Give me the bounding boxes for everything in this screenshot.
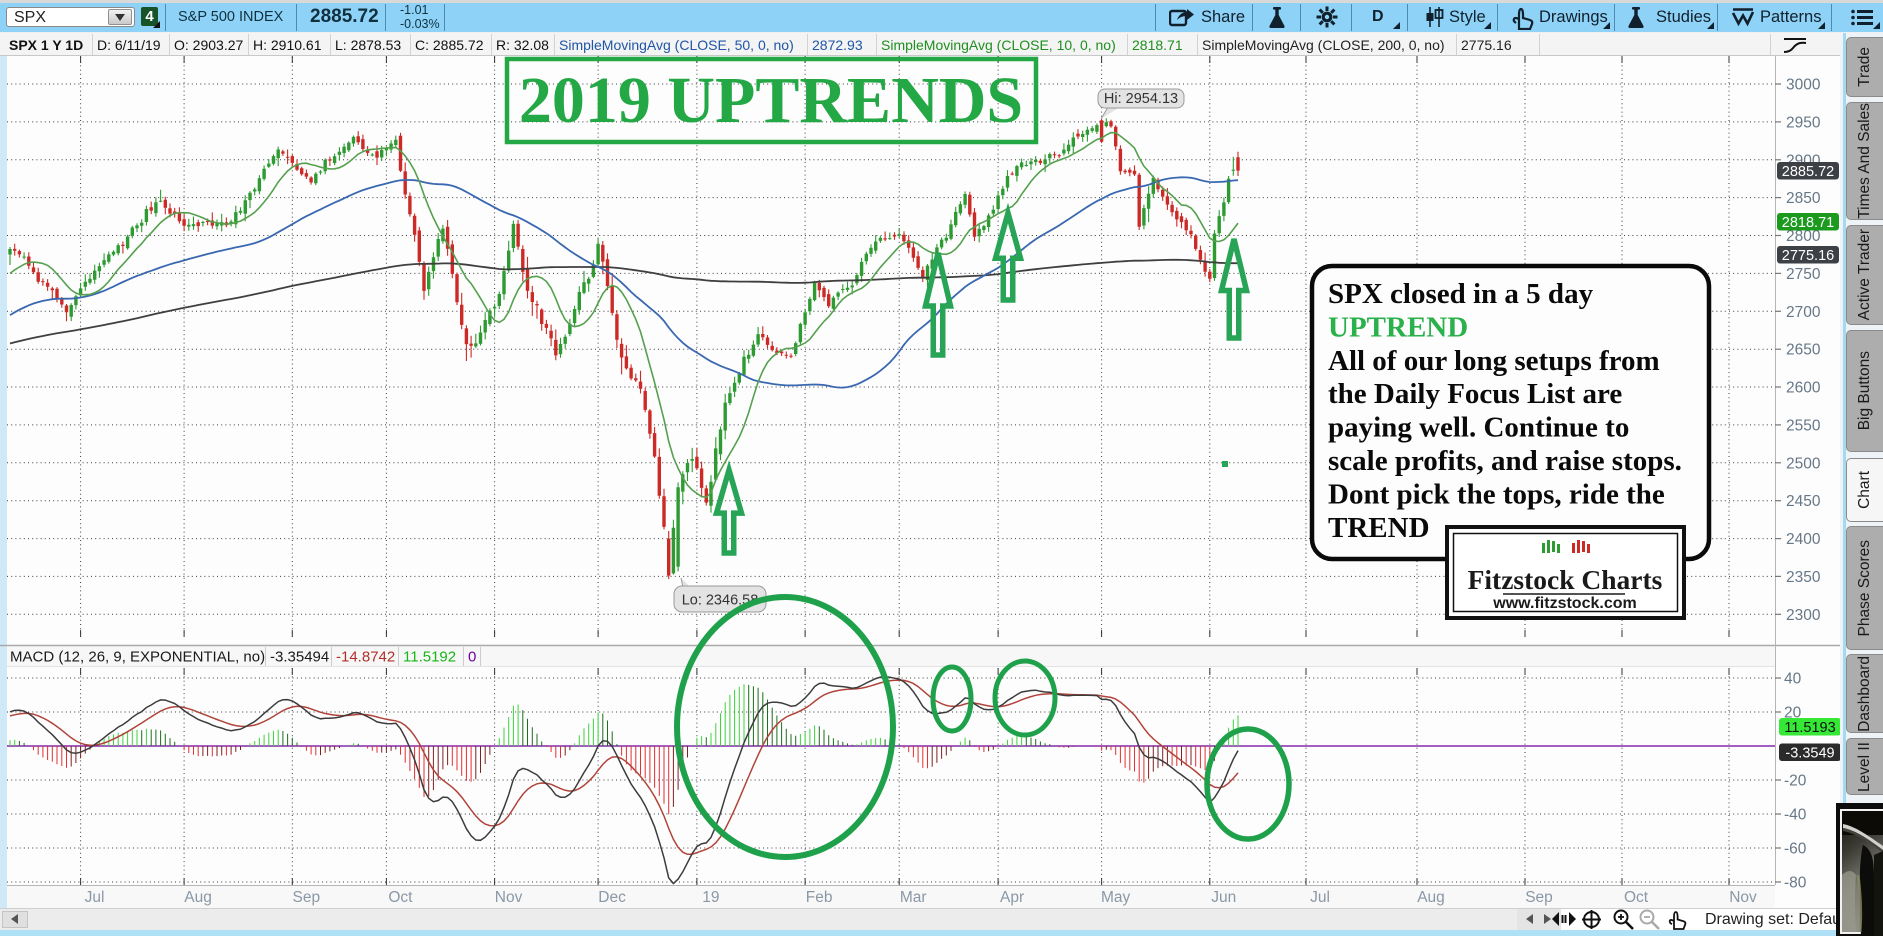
svg-text:2800: 2800 [1786, 228, 1821, 245]
svg-text:paying well. Continue to: paying well. Continue to [1328, 412, 1629, 444]
svg-text:2950: 2950 [1786, 114, 1821, 131]
svg-text:2500: 2500 [1786, 455, 1821, 472]
svg-text:2300: 2300 [1786, 607, 1821, 624]
svg-text:2600: 2600 [1786, 380, 1821, 397]
svg-text:Aug: Aug [184, 889, 212, 906]
svg-text:Nov: Nov [495, 889, 523, 906]
svg-text:SPX closed in a 5 day: SPX closed in a 5 day [1328, 278, 1594, 310]
svg-text:2885.72: 2885.72 [1782, 164, 1834, 180]
svg-text:scale profits, and raise stops: scale profits, and raise stops. [1328, 445, 1682, 477]
svg-text:UPTREND: UPTREND [1328, 311, 1468, 343]
svg-text:2650: 2650 [1786, 342, 1821, 359]
svg-text:Apr: Apr [1000, 889, 1024, 906]
svg-text:-3.3549: -3.3549 [1785, 745, 1834, 761]
svg-text:2750: 2750 [1786, 266, 1821, 283]
svg-text:www.fitzstock.com: www.fitzstock.com [1492, 595, 1636, 612]
svg-text:0: 0 [468, 649, 476, 666]
svg-text:-40: -40 [1784, 807, 1807, 824]
svg-text:2350: 2350 [1786, 569, 1821, 586]
svg-text:2450: 2450 [1786, 493, 1821, 510]
svg-text:-20: -20 [1784, 773, 1807, 790]
svg-text:11.5193: 11.5193 [1784, 720, 1835, 736]
svg-text:Feb: Feb [806, 889, 833, 906]
svg-text:2850: 2850 [1786, 190, 1821, 207]
svg-text:2700: 2700 [1786, 304, 1821, 321]
svg-text:MACD (12, 26, 9, EXPONENTIAL,: MACD (12, 26, 9, EXPONENTIAL, no) [10, 649, 265, 666]
svg-text:Fitzstock Charts: Fitzstock Charts [1468, 564, 1663, 595]
svg-text:2550: 2550 [1786, 417, 1821, 434]
svg-text:the Daily Focus List are: the Daily Focus List are [1328, 378, 1622, 410]
svg-text:Dec: Dec [598, 889, 626, 906]
svg-text:May: May [1101, 889, 1131, 906]
svg-text:3000: 3000 [1786, 77, 1821, 94]
svg-text:2818.71: 2818.71 [1782, 215, 1834, 231]
svg-text:Jun: Jun [1211, 889, 1236, 906]
svg-text:-3.35494: -3.35494 [270, 649, 329, 666]
svg-text:TREND: TREND [1328, 512, 1430, 544]
svg-text:Hi: 2954.13: Hi: 2954.13 [1104, 91, 1178, 107]
svg-text:11.5192: 11.5192 [403, 649, 456, 666]
svg-text:Mar: Mar [900, 889, 927, 906]
svg-text:19: 19 [702, 889, 719, 906]
svg-text:2019 UPTRENDS: 2019 UPTRENDS [519, 64, 1023, 137]
svg-text:Sep: Sep [1525, 889, 1553, 906]
svg-text:40: 40 [1784, 671, 1802, 688]
svg-text:-80: -80 [1784, 875, 1807, 892]
svg-text:2775.16: 2775.16 [1782, 248, 1834, 264]
svg-text:All of our long setups from: All of our long setups from [1328, 345, 1660, 377]
svg-text:Oct: Oct [388, 889, 413, 906]
svg-text:Oct: Oct [1624, 889, 1649, 906]
svg-text:20: 20 [1784, 705, 1802, 722]
svg-text:Dont pick the tops, ride the: Dont pick the tops, ride the [1328, 478, 1665, 510]
svg-text:-14.8742: -14.8742 [336, 649, 395, 666]
svg-text:Aug: Aug [1417, 889, 1445, 906]
svg-text:Jul: Jul [1310, 889, 1330, 906]
svg-text:Sep: Sep [293, 889, 321, 906]
svg-text:-60: -60 [1784, 841, 1807, 858]
svg-text:2400: 2400 [1786, 531, 1821, 548]
svg-text:Nov: Nov [1729, 889, 1757, 906]
svg-text:Lo: 2346.58: Lo: 2346.58 [682, 593, 759, 609]
svg-text:Jul: Jul [85, 889, 105, 906]
